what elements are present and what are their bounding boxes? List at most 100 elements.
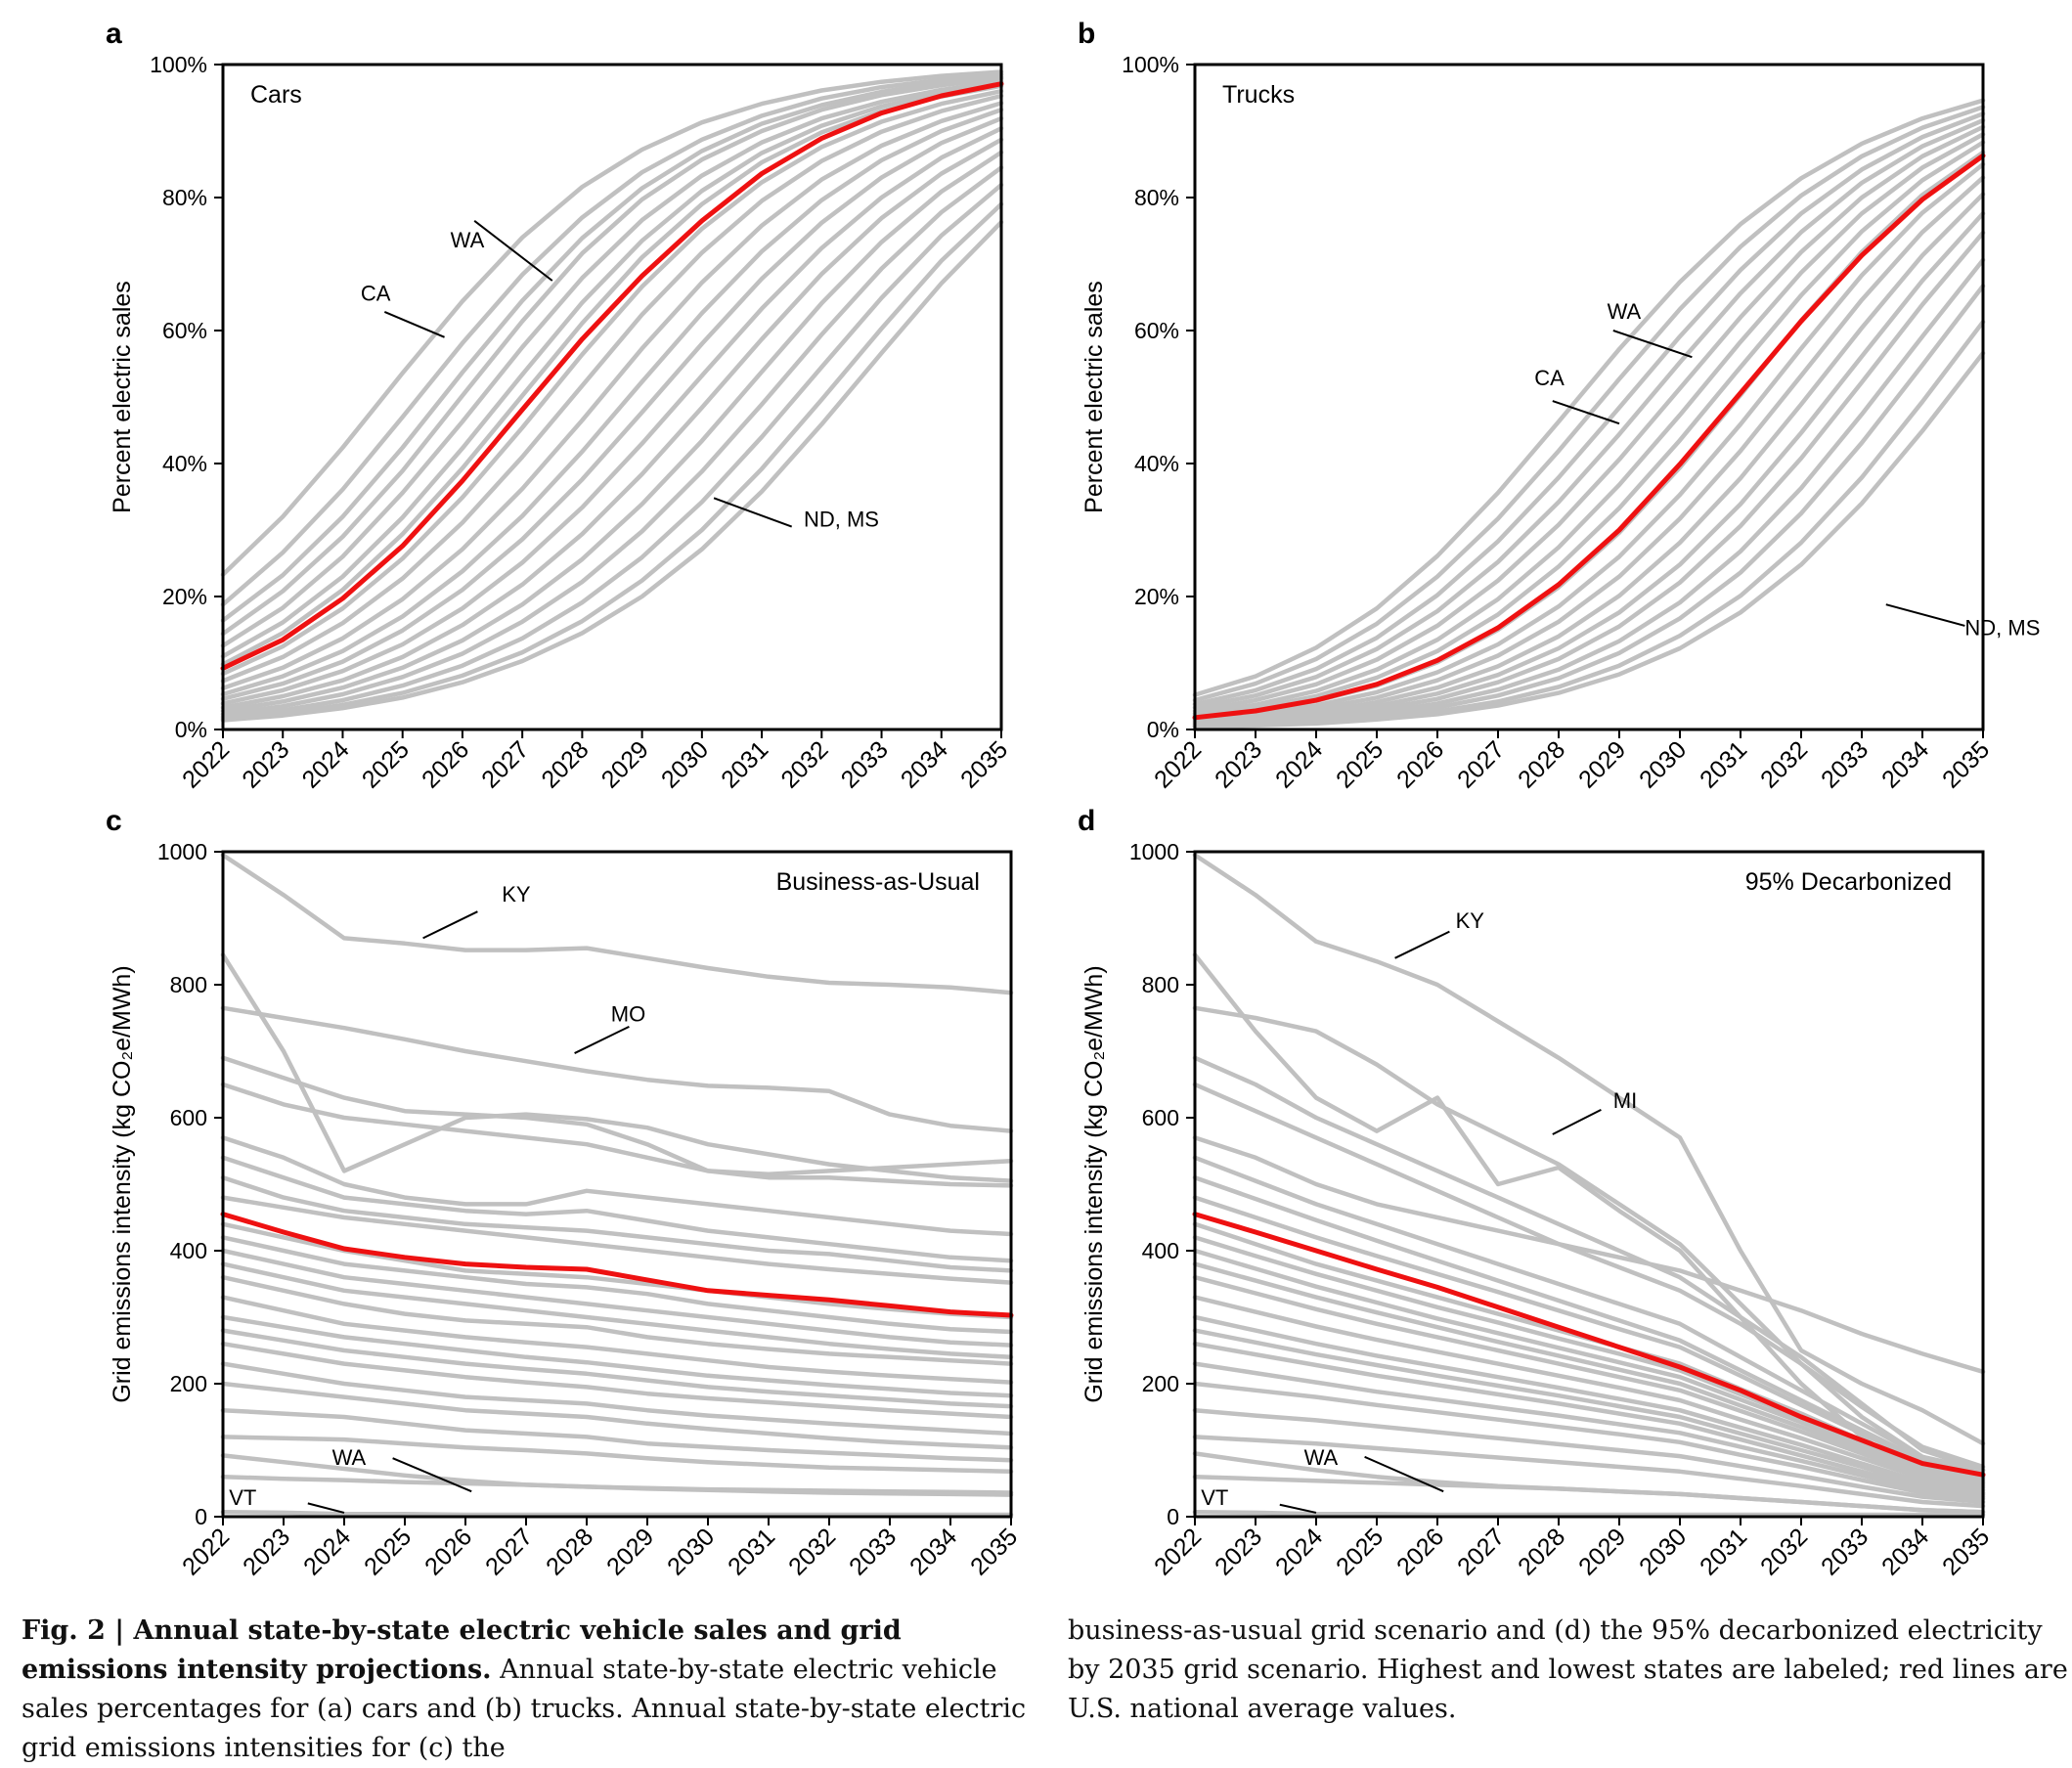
- y-tick-label: 40%: [162, 451, 207, 476]
- state-line: [1192, 1174, 1986, 1477]
- state-line: [220, 1174, 1014, 1273]
- national-average-line: [220, 1212, 1014, 1318]
- annotation-state-label: WA: [1608, 299, 1642, 324]
- x-tick-label: 2030: [1634, 735, 1692, 793]
- x-tick-label: 2023: [1210, 1523, 1267, 1580]
- x-tick-label: 2032: [783, 1523, 841, 1580]
- state-line: [220, 137, 1004, 710]
- state-line: [1192, 1274, 1986, 1488]
- figure-caption-right: business-as-usual grid scenario and (d) …: [1068, 1615, 2068, 1724]
- y-tick-label: 200: [1142, 1371, 1179, 1396]
- x-tick-label: 2027: [1452, 1523, 1510, 1580]
- state-line: [220, 853, 1014, 995]
- state-line: [220, 74, 1004, 623]
- annotation-state-label: WA: [451, 228, 485, 252]
- x-tick-label: 2034: [904, 1523, 962, 1580]
- state-line: [220, 219, 1004, 723]
- y-tick-label: 0: [195, 1504, 207, 1529]
- annotation-state-label: VT: [229, 1485, 256, 1510]
- x-tick-label: 2028: [1513, 1523, 1570, 1580]
- state-line: [1192, 1135, 1986, 1375]
- state-line: [1192, 132, 1986, 716]
- state-line: [1192, 1361, 1986, 1499]
- national-average-line: [220, 81, 1004, 671]
- national-average-line: [1192, 1212, 1986, 1478]
- plot-frame: [221, 850, 1013, 1519]
- x-tick-label: 2032: [1755, 1523, 1813, 1580]
- state-line: [220, 1361, 1014, 1436]
- state-line: [220, 1261, 1014, 1360]
- annotation-state-label: MI: [1613, 1088, 1637, 1113]
- state-line: [1192, 192, 1986, 725]
- state-line: [220, 79, 1004, 648]
- x-tick-label: 2030: [656, 735, 714, 793]
- x-tick-label: 2022: [177, 735, 235, 793]
- annotation-state-label: KY: [502, 882, 531, 906]
- x-tick-label: 2034: [1876, 735, 1934, 793]
- state-line: [1192, 1235, 1986, 1482]
- plot-frame: [221, 63, 1003, 731]
- state-line: [220, 1235, 1014, 1335]
- annotation-leader-line: [1612, 330, 1693, 359]
- annotation-leader-line: [422, 910, 478, 940]
- x-tick-label: 2029: [1573, 735, 1631, 793]
- state-line: [1192, 1341, 1986, 1497]
- x-tick-label: 2023: [238, 1523, 295, 1580]
- plot-frame: [1193, 63, 1985, 731]
- state-line: [220, 1274, 1014, 1366]
- state-line: [1192, 1295, 1986, 1490]
- x-tick-label: 2027: [1452, 735, 1510, 793]
- state-line: [1192, 1435, 1986, 1509]
- state-line: [220, 1474, 1014, 1495]
- y-tick-label: 600: [170, 1105, 207, 1130]
- state-line: [1192, 1248, 1986, 1484]
- annotation-leader-line: [574, 1025, 630, 1054]
- x-tick-label: 2022: [1149, 1523, 1207, 1580]
- annotation-state-label: WA: [1304, 1445, 1339, 1470]
- x-tick-label: 2027: [480, 1523, 538, 1580]
- y-tick-label: 80%: [162, 185, 207, 210]
- x-tick-label: 2033: [1816, 735, 1874, 793]
- state-line: [220, 1314, 1014, 1398]
- y-tick-label: 200: [170, 1371, 207, 1396]
- state-line: [1192, 853, 1986, 1446]
- state-line: [1192, 350, 1986, 729]
- x-tick-label: 2032: [775, 735, 833, 793]
- annotation-leader-line: [1885, 603, 1965, 627]
- annotation-leader-line: [383, 311, 445, 338]
- state-line: [220, 1248, 1014, 1348]
- state-line: [1192, 117, 1986, 710]
- y-axis-title: Percent electric sales: [1080, 281, 1108, 513]
- panel-a-cars-chart: 0%20%40%60%80%100%2022 2023 2024 2025 2026 20…: [106, 18, 1013, 794]
- x-tick-label: 2024: [1270, 1523, 1328, 1580]
- state-line: [220, 1195, 1014, 1285]
- state-line: [1192, 1195, 1986, 1479]
- state-line: [1192, 1328, 1986, 1495]
- x-tick-label: 2033: [1816, 1523, 1874, 1580]
- state-line: [220, 81, 1004, 659]
- y-tick-label: 1000: [157, 839, 207, 864]
- y-tick-label: 400: [170, 1238, 207, 1263]
- state-line: [220, 1509, 1014, 1518]
- panel-b-trucks-chart: 0%20%40%60%80%100%2022 2023 2024 2025 2026 20…: [1078, 18, 2040, 794]
- annotation-state-label: VT: [1201, 1485, 1228, 1510]
- y-tick-label: 40%: [1134, 451, 1179, 476]
- y-tick-label: 60%: [1134, 318, 1179, 343]
- x-tick-label: 2028: [536, 735, 594, 793]
- x-tick-label: 2029: [601, 1523, 659, 1580]
- annotation-state-label: KY: [1456, 908, 1485, 933]
- annotation-state-label: WA: [332, 1445, 367, 1470]
- state-line: [220, 1005, 1014, 1133]
- y-tick-label: 800: [1142, 972, 1179, 997]
- x-tick-label: 2031: [1695, 1523, 1752, 1580]
- y-tick-label: 600: [1142, 1105, 1179, 1130]
- state-line: [1192, 105, 1986, 703]
- caption-fig-label: Fig. 2 | Annual state-by-state electric …: [22, 1615, 902, 1685]
- annotation-state-label: ND, MS: [1964, 615, 2040, 640]
- state-line: [220, 1435, 1014, 1475]
- state-line: [220, 107, 1004, 697]
- x-tick-label: 2031: [723, 1523, 780, 1580]
- state-line: [220, 126, 1004, 706]
- state-line: [1192, 1314, 1986, 1493]
- annotation-leader-line: [1552, 1108, 1602, 1135]
